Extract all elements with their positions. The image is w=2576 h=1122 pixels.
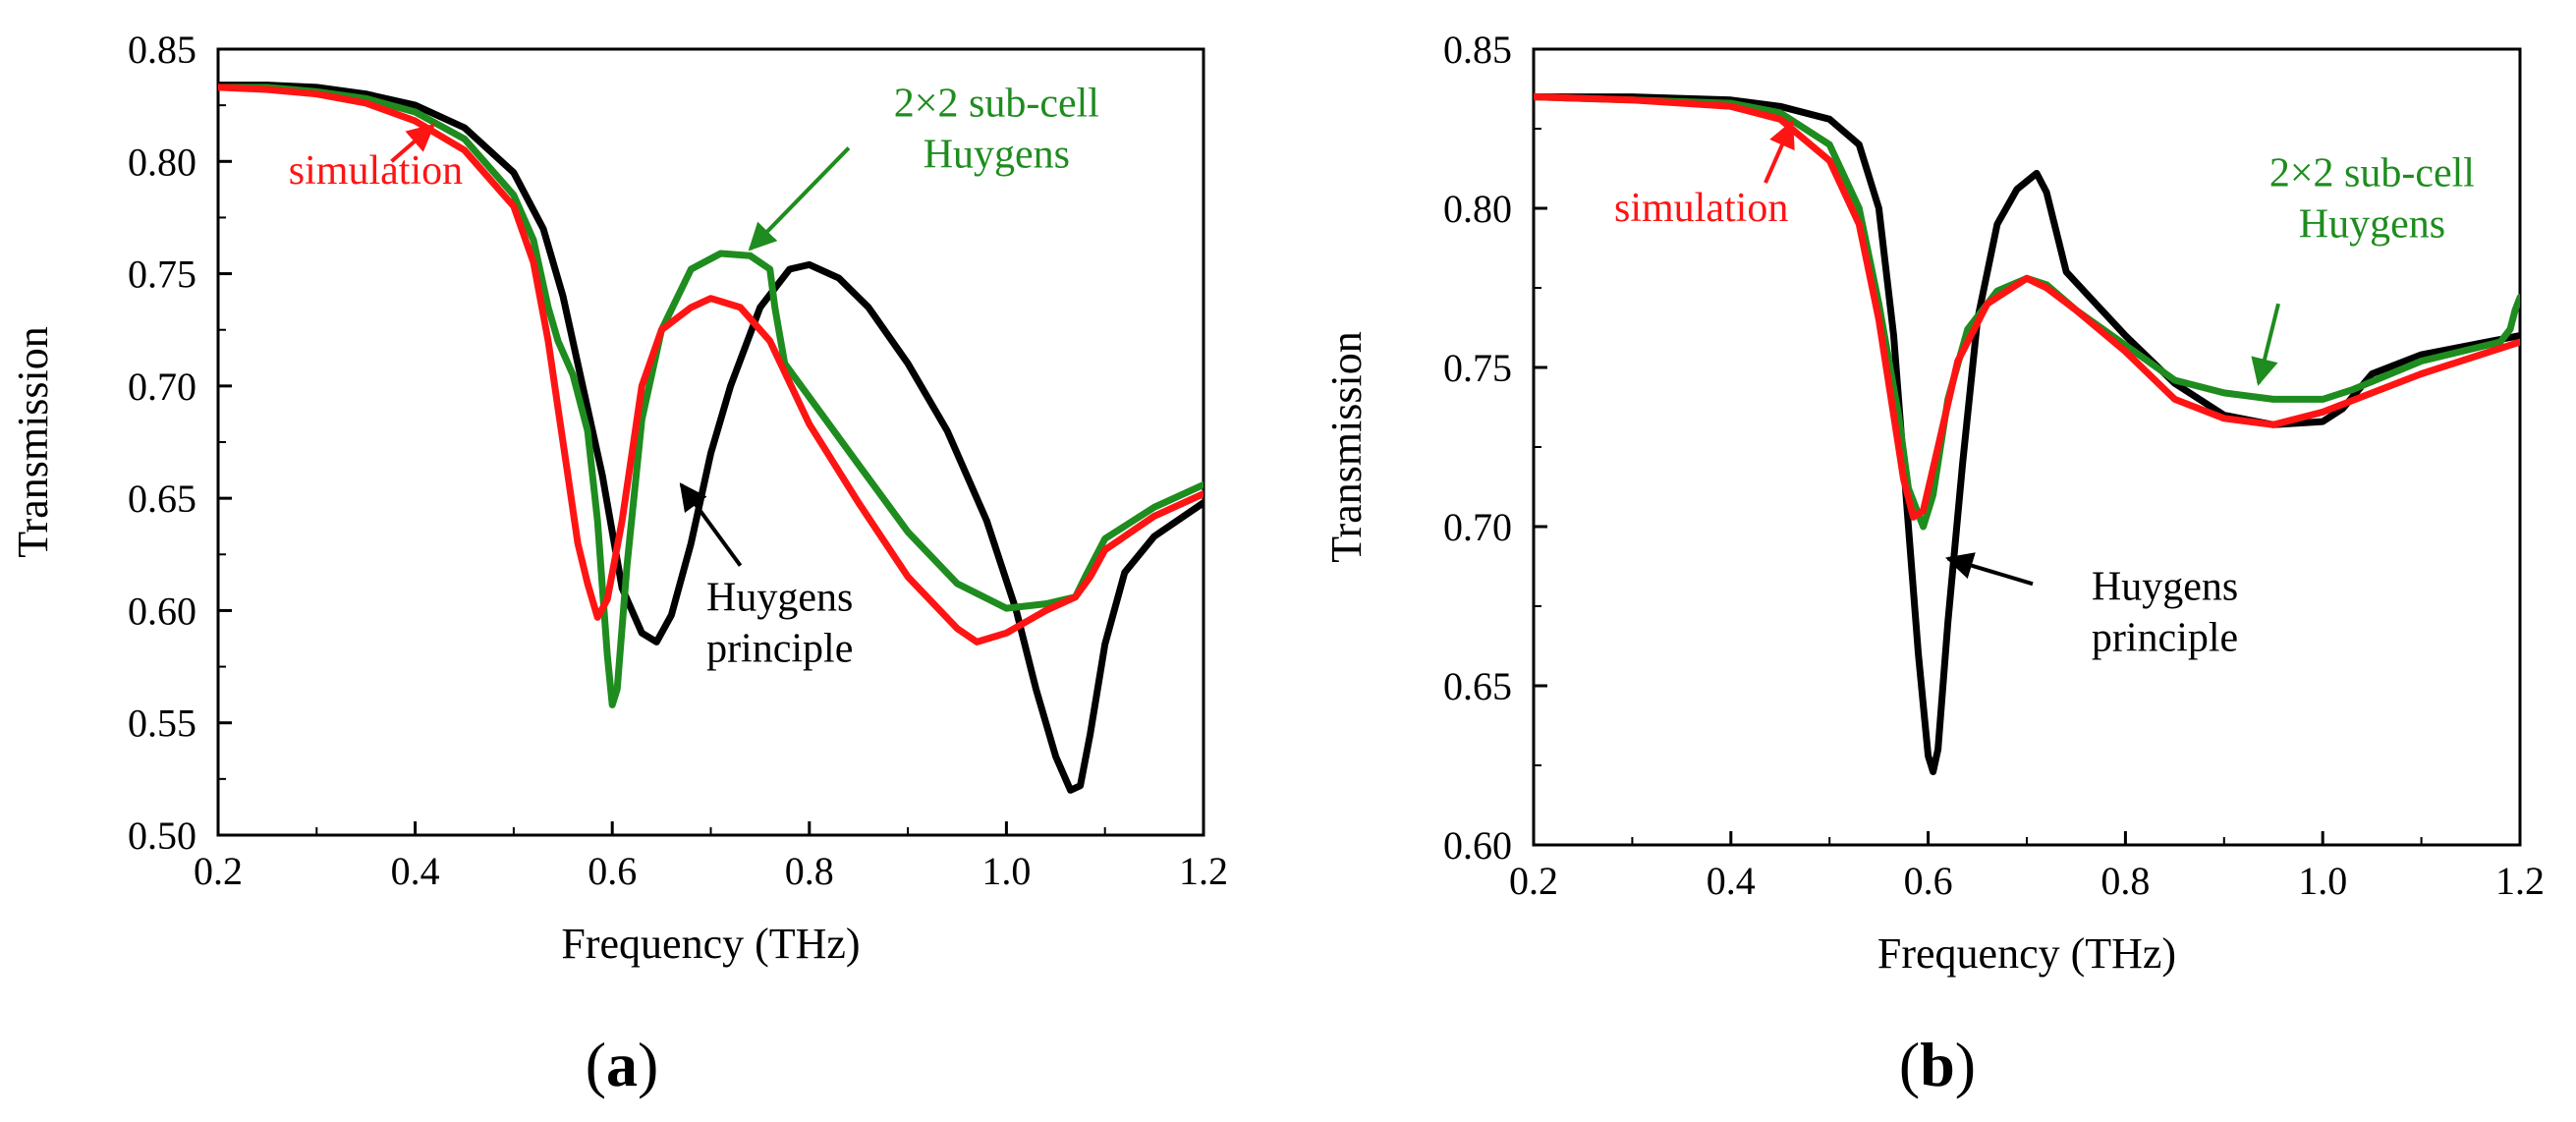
- series-line-0: [218, 82, 1204, 794]
- annotation-arrow: [390, 123, 435, 163]
- y-tick-label: 0.65: [1443, 664, 1512, 708]
- x-tick-label: 1.2: [1179, 849, 1228, 893]
- y-tick-label: 0.75: [128, 252, 196, 297]
- y-tick-label: 0.80: [128, 140, 196, 184]
- y-tick-label: 0.70: [128, 365, 196, 409]
- annotation-label: 2×2 sub-cell Huygens: [894, 82, 1099, 178]
- y-tick-label: 0.65: [128, 477, 196, 521]
- y-tick-label: 0.70: [1443, 505, 1512, 549]
- y-tick-label: 0.85: [1443, 28, 1512, 72]
- annotation-arrow: [679, 482, 743, 567]
- series-line-2: [218, 84, 1204, 645]
- series-line-1: [218, 84, 1204, 708]
- annotation-label: simulation: [289, 148, 463, 194]
- x-axis-title: Frequency (THz): [1877, 929, 2176, 978]
- panel-letter: a: [606, 1030, 638, 1099]
- annotation-line: principle: [2092, 616, 2238, 661]
- x-tick-label: 0.6: [1904, 859, 1953, 903]
- annotation-label: Huygens principle: [2092, 565, 2238, 661]
- annotation-line: Huygens: [2299, 201, 2445, 247]
- x-tick-label: 0.2: [194, 849, 243, 893]
- panel-label: (a): [586, 1030, 659, 1099]
- x-axis-title: Frequency (THz): [561, 920, 860, 968]
- y-tick-label: 0.55: [128, 701, 196, 746]
- y-tick-label: 0.60: [128, 589, 196, 633]
- y-tick-label: 0.60: [1443, 823, 1512, 868]
- y-tick-label: 0.75: [1443, 346, 1512, 390]
- annotation-line: 2×2 sub-cell: [894, 82, 1099, 127]
- y-tick-label: 0.80: [1443, 187, 1512, 231]
- series-line-2: [1534, 93, 2520, 521]
- annotation-arrow: [1764, 119, 1795, 184]
- panel-letter: b: [1920, 1030, 1955, 1099]
- annotation-label: simulation: [1614, 186, 1788, 231]
- x-tick-label: 0.8: [785, 849, 834, 893]
- annotation-label: 2×2 sub-cell Huygens: [2269, 150, 2475, 247]
- x-tick-label: 0.6: [588, 849, 637, 893]
- x-tick-label: 1.0: [981, 849, 1031, 893]
- annotation-line: simulation: [1614, 186, 1788, 231]
- y-tick-label: 0.85: [128, 28, 196, 72]
- y-axis-title: Transmission: [9, 326, 57, 558]
- annotation-line: simulation: [289, 148, 463, 194]
- annotation-arrow: [1944, 552, 2034, 587]
- annotation-line: Huygens: [2092, 565, 2238, 610]
- annotation-line: 2×2 sub-cell: [2269, 150, 2475, 196]
- annotation-arrow: [2251, 303, 2280, 386]
- panel-b: 0.2 0.4 0.6 0.8 1.0 1.2 0.60 0.65 0.70 0.75 0.80 0.…: [1322, 28, 2545, 1099]
- x-tick-label: 0.4: [391, 849, 440, 893]
- x-tick-label: 1.0: [2298, 859, 2347, 903]
- x-tick-label: 0.8: [2100, 859, 2150, 903]
- x-tick-label: 0.4: [1707, 859, 1756, 903]
- annotation-line: principle: [706, 626, 853, 671]
- x-tick-label: 0.2: [1509, 859, 1558, 903]
- y-tick-label: 0.50: [128, 813, 196, 858]
- annotation-line: Huygens: [706, 575, 853, 620]
- y-axis-title: Transmission: [1322, 331, 1371, 563]
- annotation-label: Huygens principle: [706, 575, 853, 671]
- annotation-line: Huygens: [924, 133, 1070, 178]
- panel-a: 0.2 0.4 0.6 0.8 1.0 1.2 0.50 0.55 0.60 0.65 0.70 0.…: [9, 28, 1228, 1099]
- x-tick-label: 1.2: [2495, 859, 2545, 903]
- panel-label: (b): [1899, 1030, 1976, 1099]
- annotation-arrow: [748, 146, 851, 252]
